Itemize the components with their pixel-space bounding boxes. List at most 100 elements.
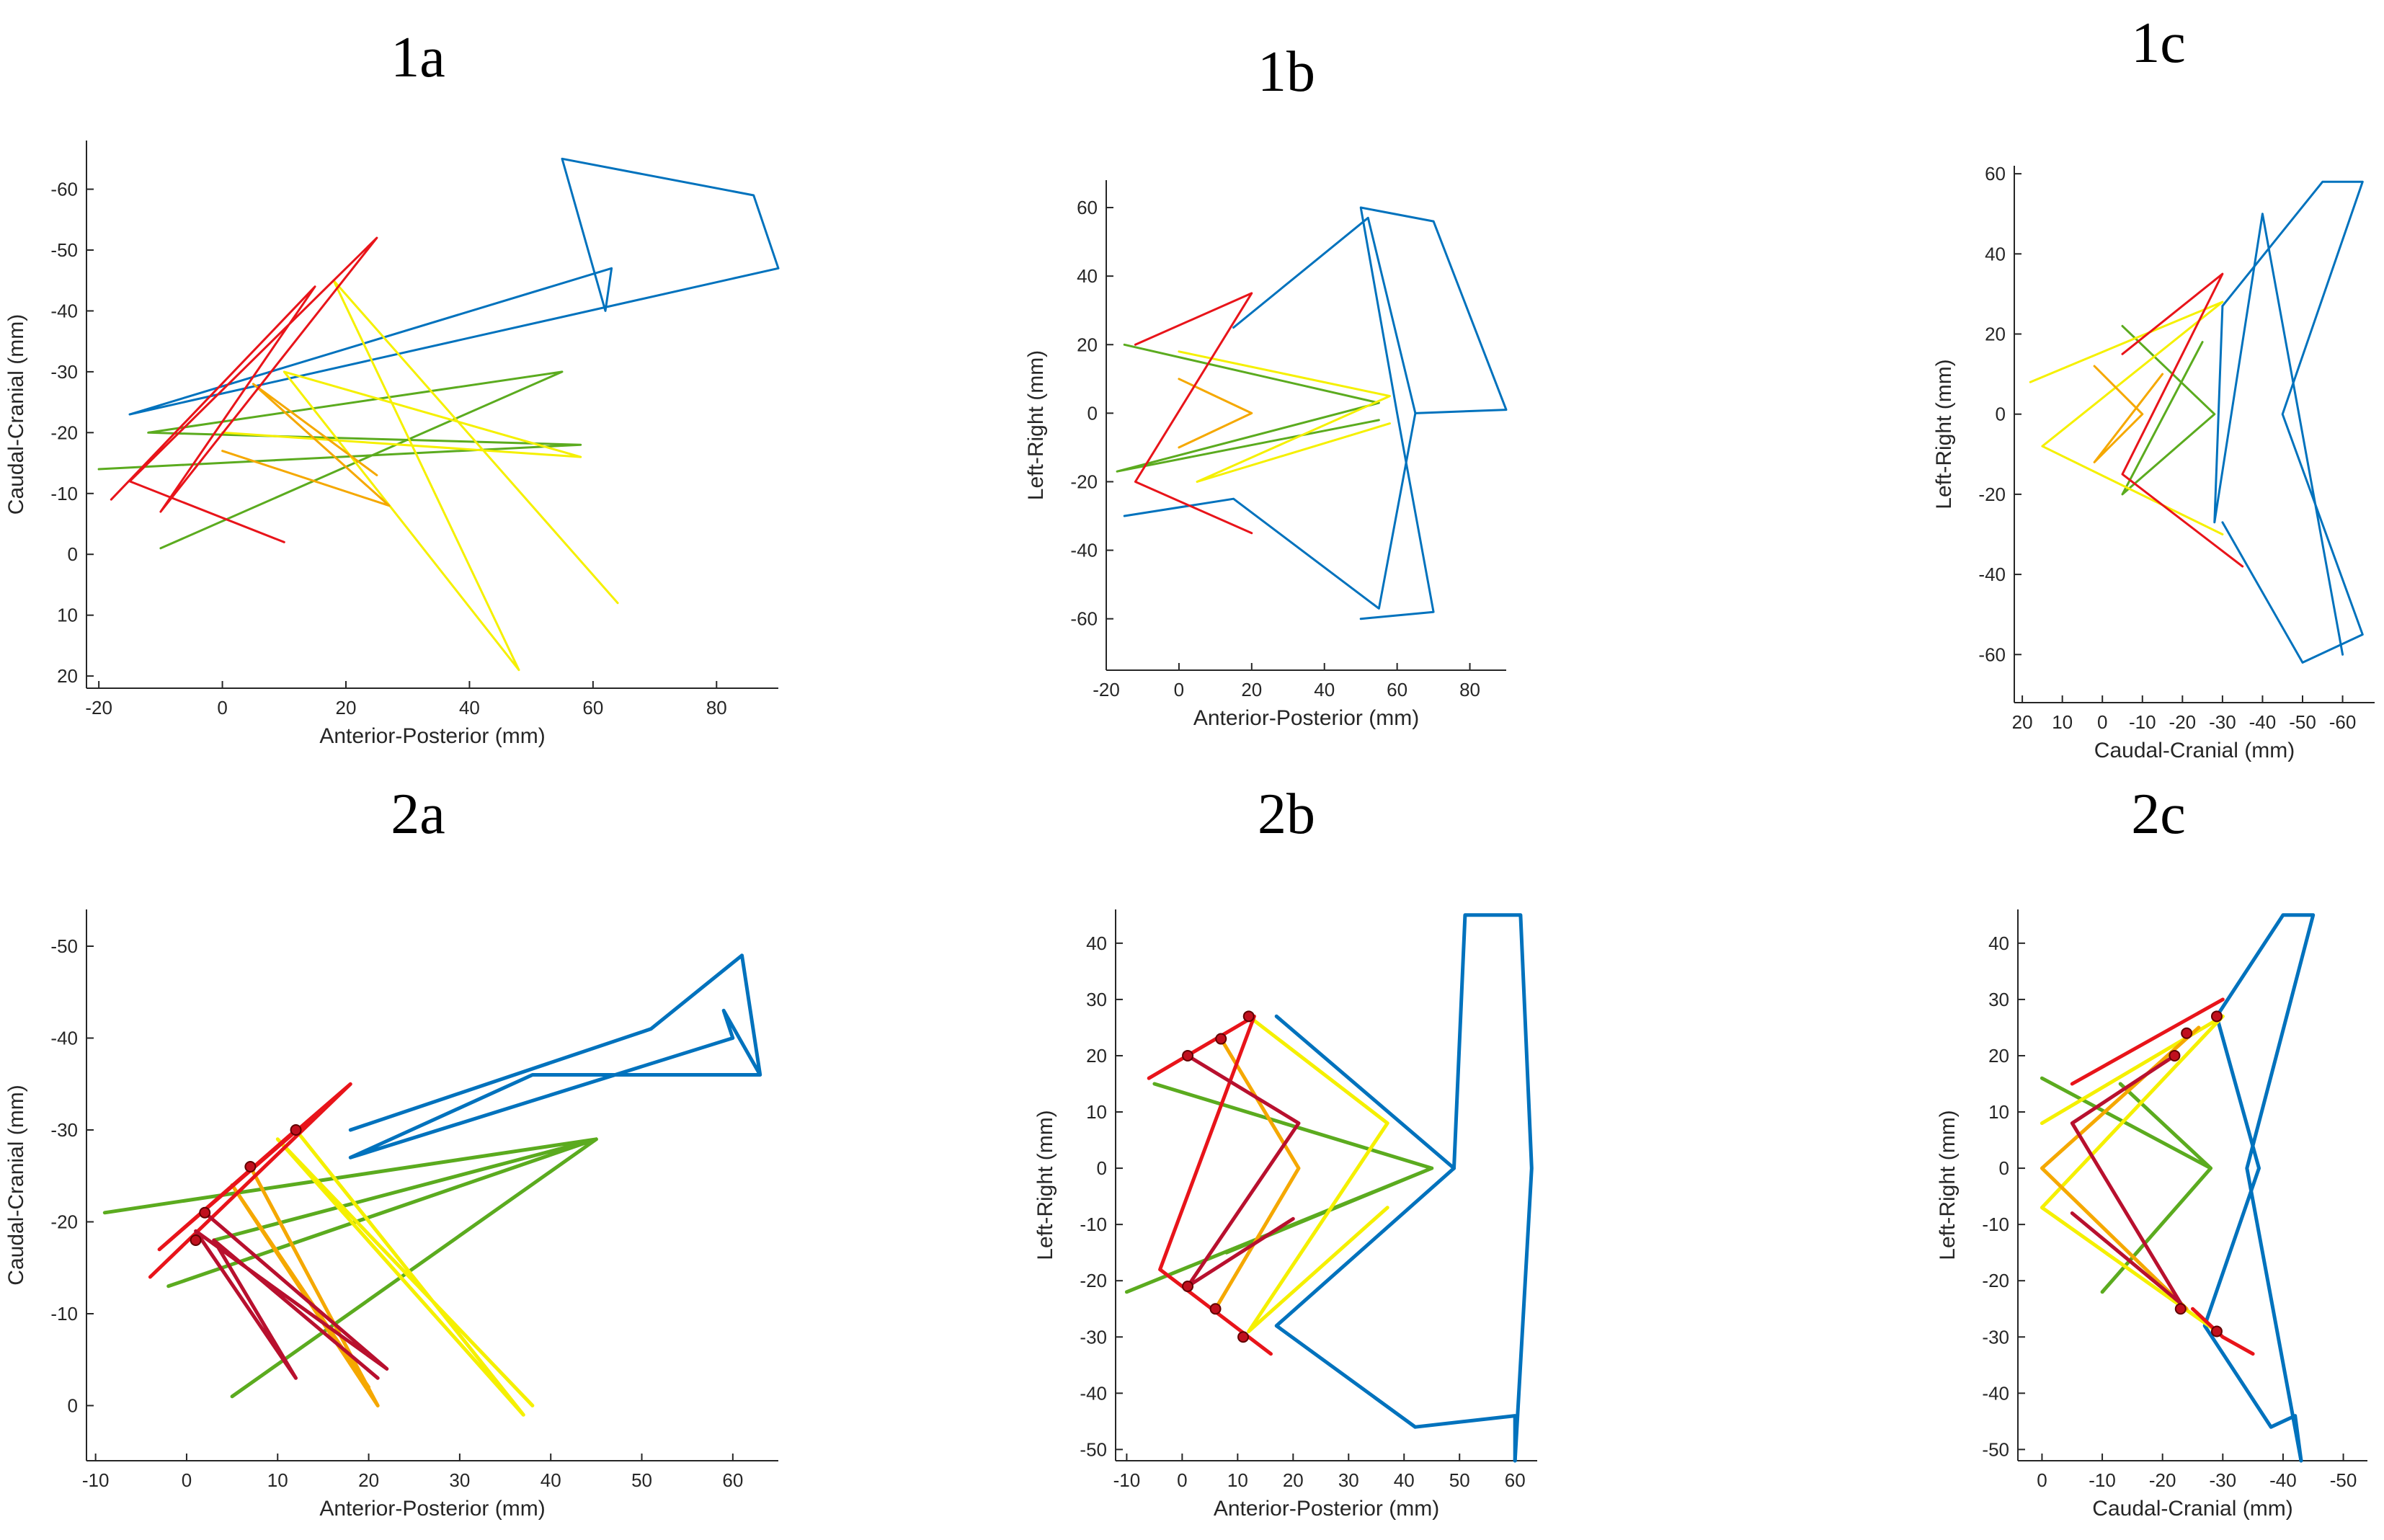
x-tick-label: -20 <box>2169 711 2197 733</box>
x-tick-label: -30 <box>2209 711 2236 733</box>
y-tick-label: 30 <box>1988 989 2009 1010</box>
series-line-darkred <box>194 1211 389 1380</box>
series-line-blue <box>1123 216 1417 610</box>
x-tick-label: 20 <box>358 1469 379 1491</box>
panel-title-1c: 1c <box>2131 12 2186 75</box>
x-tick-label: 20 <box>1241 679 1262 700</box>
y-tick-label: -20 <box>1070 471 1098 492</box>
series-line-orange <box>221 383 391 507</box>
panel-title-2c: 2c <box>2131 783 2186 846</box>
panel-title-1b: 1b <box>1258 40 1315 104</box>
x-axis-label: Anterior-Posterior (mm) <box>1214 1497 1439 1521</box>
series-line-green <box>102 1137 598 1399</box>
x-tick-label: 0 <box>182 1469 192 1491</box>
y-tick-label: 20 <box>1086 1045 1107 1067</box>
y-tick-label: -60 <box>1978 644 2006 665</box>
x-tick-label: 10 <box>267 1469 288 1491</box>
series-line-green <box>1116 343 1380 473</box>
y-tick-label: -10 <box>1080 1214 1107 1235</box>
y-tick-label: -20 <box>50 422 78 443</box>
series-line-blue <box>2221 180 2364 664</box>
y-axis-label: Caudal-Cranial (mm) <box>4 1085 28 1285</box>
y-tick-label: -50 <box>1080 1438 1107 1460</box>
y-tick-label: 40 <box>1988 933 2009 954</box>
x-tick-label: -40 <box>2269 1469 2297 1491</box>
data-point <box>1242 1010 1255 1023</box>
x-tick-label: -40 <box>2249 711 2277 733</box>
series-line-darkred <box>2070 1054 2183 1305</box>
y-tick-label: -30 <box>1982 1326 2009 1348</box>
x-tick-label: 60 <box>582 697 603 718</box>
x-axis-label: Caudal-Cranial (mm) <box>2094 739 2295 762</box>
data-point <box>1215 1033 1227 1045</box>
y-tick-label: 40 <box>1985 243 2006 264</box>
y-tick-label: -40 <box>1070 540 1098 561</box>
y-tick-label: 60 <box>1985 163 2006 184</box>
x-tick-label: 40 <box>1394 1469 1415 1491</box>
panel-title-2a: 2a <box>391 783 445 846</box>
x-tick-label: 40 <box>459 697 480 718</box>
y-tick-label: 20 <box>57 665 78 687</box>
y-tick-label: -20 <box>50 1211 78 1233</box>
x-tick-label: -30 <box>2210 1469 2237 1491</box>
series-line-blue <box>1359 206 1508 620</box>
x-tick-label: -10 <box>82 1469 110 1491</box>
y-tick-label: 60 <box>1077 197 1098 218</box>
y-tick-label: 0 <box>1996 404 2006 425</box>
y-axis-label: Left-Right (mm) <box>1033 1110 1057 1260</box>
x-tick-label: 60 <box>1505 1469 1526 1491</box>
y-tick-label: 0 <box>1088 402 1098 424</box>
data-point <box>190 1234 202 1246</box>
y-tick-label: -50 <box>50 239 78 261</box>
y-tick-label: -40 <box>1978 564 2006 585</box>
data-point <box>2174 1303 2187 1315</box>
x-tick-label: 60 <box>722 1469 743 1491</box>
x-tick-label: 0 <box>1177 1469 1187 1491</box>
series-line-blue <box>1274 1014 1517 1463</box>
y-axis-label: Caudal-Cranial (mm) <box>4 314 28 515</box>
y-tick-label: -30 <box>50 1119 78 1141</box>
x-tick-label: 20 <box>336 697 357 718</box>
x-tick-label: 80 <box>1459 679 1480 700</box>
y-tick-label: -20 <box>1978 484 2006 505</box>
x-tick-label: -20 <box>85 697 112 718</box>
y-tick-label: 20 <box>1985 324 2006 345</box>
x-tick-label: 60 <box>1387 679 1407 700</box>
y-tick-label: -60 <box>1070 608 1098 630</box>
x-tick-label: 10 <box>2052 711 2073 733</box>
x-tick-label: 40 <box>1314 679 1335 700</box>
x-tick-label: 0 <box>2037 1469 2047 1491</box>
y-tick-label: -10 <box>1982 1214 2009 1235</box>
y-tick-label: 0 <box>68 1395 78 1417</box>
series-line-blue <box>128 157 780 416</box>
y-tick-label: -40 <box>1982 1382 2009 1404</box>
data-point <box>2169 1049 2181 1061</box>
y-tick-label: -40 <box>50 300 78 321</box>
data-point <box>2210 1325 2223 1338</box>
x-tick-label: 50 <box>631 1469 652 1491</box>
y-tick-label: -40 <box>50 1028 78 1049</box>
data-point <box>290 1124 302 1136</box>
y-tick-label: -60 <box>50 179 78 200</box>
panel-title-1a: 1a <box>391 26 445 89</box>
x-tick-label: -10 <box>2129 711 2156 733</box>
x-tick-label: 40 <box>541 1469 561 1491</box>
y-tick-label: 40 <box>1086 933 1107 954</box>
x-tick-label: 30 <box>449 1469 470 1491</box>
x-tick-label: -10 <box>1113 1469 1141 1491</box>
y-tick-label: -40 <box>1080 1382 1107 1404</box>
series-line-darkred <box>1186 1054 1301 1288</box>
x-tick-label: 10 <box>1227 1469 1248 1491</box>
data-point <box>2181 1027 2193 1039</box>
x-tick-label: 30 <box>1338 1469 1359 1491</box>
series-line-green <box>1124 1082 1434 1294</box>
x-tick-label: -50 <box>2330 1469 2357 1491</box>
y-tick-label: -30 <box>50 361 78 383</box>
series-line-blue <box>2213 213 2344 656</box>
y-tick-label: -30 <box>1080 1326 1107 1348</box>
y-tick-label: -50 <box>50 935 78 957</box>
y-tick-label: 40 <box>1077 265 1098 287</box>
